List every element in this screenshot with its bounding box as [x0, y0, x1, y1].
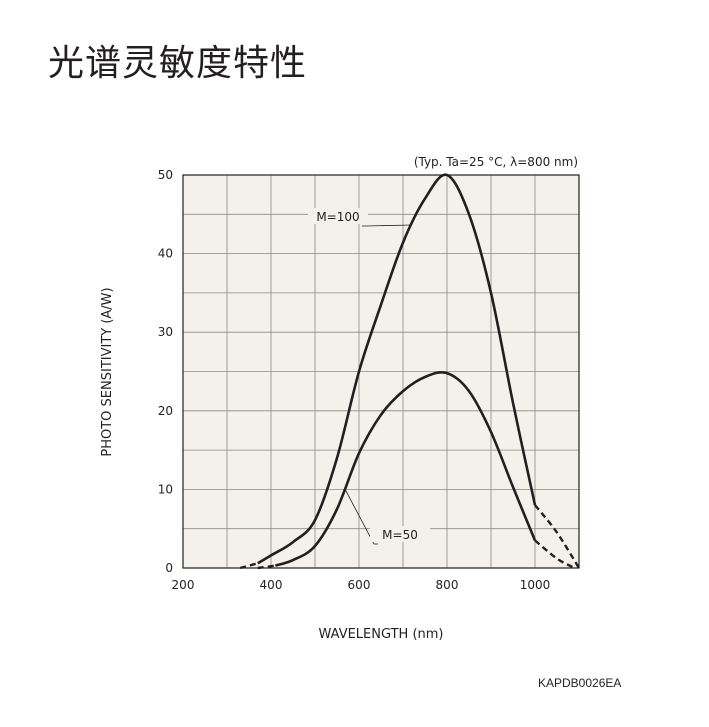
annotation-leader [344, 488, 378, 545]
x-tick-label: 200 [172, 578, 195, 592]
y-tick-label: 30 [158, 325, 173, 339]
y-axis-label: PHOTO SENSITIVITY (A/W) [100, 287, 115, 456]
series-m100-dashed-low [239, 562, 259, 570]
x-tick-label: 800 [436, 578, 459, 592]
series-m50-line [275, 370, 537, 567]
series-m50-dashed-low [257, 564, 276, 570]
series-m100-line [257, 173, 537, 565]
plot-frame [182, 174, 580, 569]
document-code: KAPDB0026EA [538, 676, 622, 690]
annotations: M=100 M=50 [308, 208, 430, 545]
y-tick-label: 40 [158, 247, 173, 261]
y-tick-label: 50 [158, 168, 173, 182]
annotation-leader [362, 224, 412, 227]
x-axis-label: WAVELENGTH (nm) [319, 627, 444, 642]
y-tick-label: 0 [165, 561, 173, 575]
annotation-bg [308, 208, 368, 224]
series-m50-dashed-high [534, 539, 576, 570]
annotation-label: M=50 [382, 528, 418, 542]
y-tick-label: 10 [158, 482, 173, 496]
y-tick-label: 20 [158, 404, 173, 418]
series-lines [239, 173, 581, 570]
x-tick-label: 600 [348, 578, 371, 592]
annotation-label: M=100 [316, 210, 359, 224]
axis-ticks: 200 400 600 800 1000 0 10 20 30 40 50 [158, 168, 551, 592]
annotation-bg [370, 526, 430, 542]
x-tick-label: 400 [260, 578, 283, 592]
series-m100-dashed-high [534, 504, 581, 569]
page-title: 光谱灵敏度特性 [48, 43, 308, 84]
x-tick-label: 1000 [520, 578, 551, 592]
conditions-note: (Typ. Ta=25 °C, λ=800 nm) [414, 155, 578, 169]
